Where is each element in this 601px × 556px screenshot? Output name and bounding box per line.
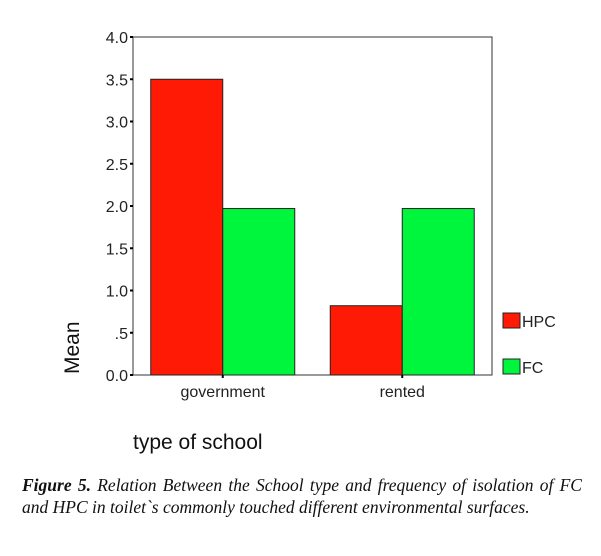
bar-fc-government xyxy=(222,208,296,376)
bar-hpc-government xyxy=(150,78,224,376)
y-tick-label: 1.5 xyxy=(106,241,128,258)
y-tick-label: 0.0 xyxy=(106,368,128,385)
y-tick-label: 3.0 xyxy=(106,115,128,132)
caption-text: Relation Between the School type and fre… xyxy=(22,475,582,517)
caption-label: Figure 5. xyxy=(22,475,91,495)
bar-fc-rented xyxy=(401,208,475,376)
legend-label-fc: FC xyxy=(522,360,543,377)
y-tick-label: .5 xyxy=(115,326,128,343)
x-tick-label: government xyxy=(181,384,266,401)
bar-chart: 0.0 .5 1.0 1.5 2.0 2.5 3.0 3.5 4.0 government ren… xyxy=(61,30,556,454)
y-tick-label: 3.5 xyxy=(106,72,128,89)
y-tick-label: 2.5 xyxy=(106,157,128,174)
legend: HPC FC xyxy=(502,312,556,377)
legend-label-hpc: HPC xyxy=(522,314,556,331)
y-tick-label: 2.0 xyxy=(106,199,128,216)
legend-swatch-fc xyxy=(502,358,521,375)
x-tick-label: rented xyxy=(380,384,425,401)
y-tick-label: 1.0 xyxy=(106,284,128,301)
y-tick-label: 4.0 xyxy=(106,30,128,47)
x-axis-label: type of school xyxy=(133,431,263,454)
legend-swatch-hpc xyxy=(502,312,521,329)
y-axis-label: Mean xyxy=(61,321,84,374)
bar-hpc-rented xyxy=(329,305,403,376)
figure-caption: Figure 5. Relation Between the School ty… xyxy=(22,474,582,518)
